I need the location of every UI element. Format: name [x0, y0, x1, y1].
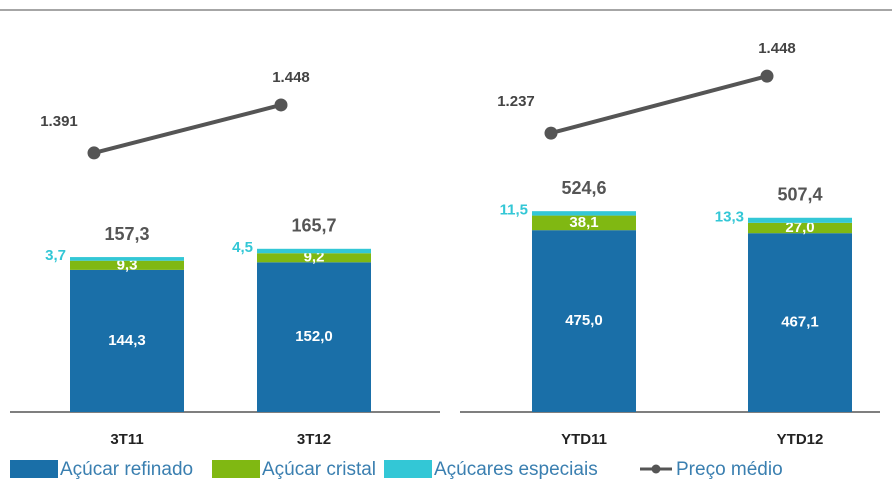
legend-swatch	[10, 460, 58, 478]
line-point	[760, 69, 774, 83]
legend-label: Açúcar cristal	[262, 459, 376, 480]
legend-dot	[651, 464, 661, 474]
bar-segment	[532, 215, 636, 231]
x-tick-label: 3T11	[110, 431, 143, 448]
bar-segment	[70, 260, 184, 270]
bar-segment	[257, 262, 371, 412]
line-label: 1.237	[497, 93, 535, 110]
x-tick-label: 3T12	[297, 431, 331, 448]
bar-segment	[748, 217, 852, 223]
bar-segment	[532, 230, 636, 412]
line-label: 1.391	[40, 113, 78, 130]
legend-label: Açúcar refinado	[60, 459, 193, 480]
bar-segment	[532, 211, 636, 216]
bar-segment	[257, 248, 371, 254]
data-label: 144,3	[108, 332, 146, 349]
line-label: 1.448	[272, 69, 310, 86]
data-label: 3,7	[45, 247, 66, 264]
legend-swatch	[212, 460, 260, 478]
line-point	[544, 126, 558, 140]
bar-segment	[70, 269, 184, 412]
data-label: 38,1	[569, 214, 598, 231]
total-label: 165,7	[291, 216, 336, 236]
line-point	[87, 146, 101, 160]
x-tick-label: YTD12	[777, 431, 824, 448]
total-label: 157,3	[104, 224, 149, 244]
total-label: 507,4	[777, 185, 822, 205]
data-label: 152,0	[295, 328, 333, 345]
data-label: 475,0	[565, 312, 603, 329]
bar-segment	[748, 233, 852, 412]
x-tick-label: YTD11	[561, 431, 607, 448]
line-label: 1.448	[758, 40, 796, 57]
bar-segment	[748, 222, 852, 234]
line	[93, 103, 282, 155]
bar-segment	[70, 257, 184, 261]
line	[550, 74, 768, 136]
data-label: 4,5	[232, 239, 253, 256]
data-label: 11,5	[500, 201, 528, 218]
legend-label: Preço médio	[676, 459, 783, 480]
legend-label: Açúcares especiais	[434, 459, 598, 480]
data-label: 13,3	[715, 208, 744, 225]
bar-segment	[257, 253, 371, 263]
data-label: 467,1	[781, 314, 819, 331]
line-point	[274, 98, 288, 112]
data-label: 27,0	[785, 219, 814, 236]
total-label: 524,6	[561, 178, 606, 198]
legend-swatch	[384, 460, 432, 478]
